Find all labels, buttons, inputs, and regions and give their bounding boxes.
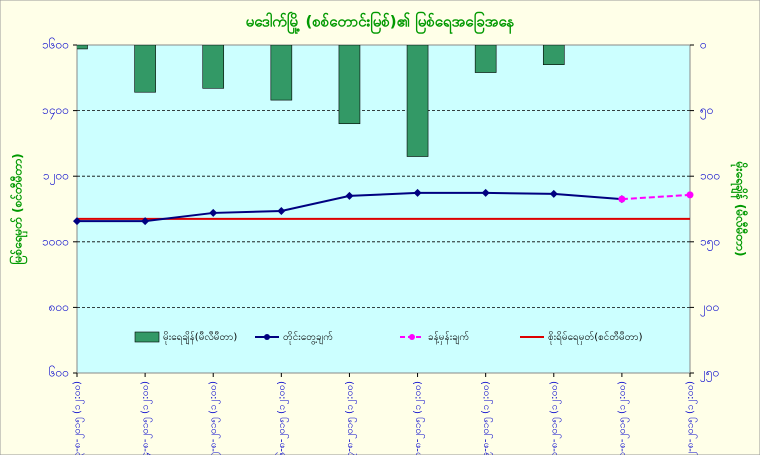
- bar: [338, 45, 361, 125]
- bar: [202, 45, 225, 89]
- x-tick-label: ၁၀-၈-၂၀၁၅ (၁၂:၀၀): [549, 381, 562, 455]
- legend-label: စိုးရိမ်ရေမှတ်(စင်တီမီတာ): [548, 330, 643, 345]
- x-tick-label: ၇-၈-၂၀၁၅ (၁၂:၀၀): [344, 381, 357, 455]
- y-tick-label: ၆၀၀: [49, 365, 69, 380]
- marker: [345, 191, 354, 200]
- legend-marker: [264, 334, 270, 340]
- x-tick-label: ၁၂-၈-၂၀၁၅ (၁၂:၀၀): [685, 381, 698, 455]
- y-tick-label: ၁၄၀၀: [42, 103, 69, 120]
- marker: [549, 189, 558, 198]
- y2-tick-label: ၀: [700, 38, 707, 52]
- marker: [209, 208, 218, 217]
- bar: [134, 45, 156, 93]
- y2-tick-label: ၅၀: [700, 103, 714, 120]
- marker: [141, 217, 150, 226]
- legend-marker: [409, 334, 415, 340]
- x-tick-label: ၅-၈-၂၀၁၅ (၁၂:၀၀): [208, 381, 221, 455]
- y-tick-label: ၁၀၀၀: [42, 234, 69, 248]
- x-tick-label: ၉-၈-၂၀၁၅ (၁၂:၀၀): [481, 381, 494, 455]
- marker: [686, 191, 694, 199]
- y2-axis-label: မိုးရေချိန် (မီလီမီတာ): [730, 161, 750, 257]
- marker: [618, 195, 626, 203]
- x-tick-label: ၆-၈-၂၀၁၅ (၁၂:၀၀): [274, 381, 289, 455]
- x-tick-label: ၄-၈-၂၀၁၅ (၁၂:၀၀): [140, 381, 153, 455]
- bar: [77, 45, 88, 50]
- plot-area: [76, 44, 691, 374]
- marker: [413, 188, 422, 197]
- x-tick-label: ၃-၈-၂၀၁၅ (၁၂:၀၀): [72, 381, 85, 455]
- x-tick-label: ၁၁-၈-၂၀၁၅ (၁၂:၀၀): [617, 381, 630, 455]
- legend-swatch: [134, 331, 160, 343]
- bar: [270, 45, 293, 101]
- y2-tick-label: ၁၀၀: [700, 169, 720, 183]
- y2-tick-label: ၂၅၀: [700, 366, 719, 383]
- y-axis-label: မြစ်ရေမှတ် (စင်တီမီတာ): [8, 153, 29, 264]
- y2-tick-label: ၁၅၀: [700, 234, 720, 251]
- legend-label: ခန့်မှန်းချက်: [428, 330, 469, 345]
- marker: [277, 206, 286, 215]
- legend-label: တိုင်းတွေ့ချက်: [283, 330, 333, 345]
- bar: [474, 45, 497, 73]
- x-tick-label: ၈-၈-၂၀၁၅ (၁၂:၀၀): [413, 381, 426, 455]
- y-tick-label: ၈၀၀: [49, 300, 69, 314]
- y-tick-label: ၁၂၀၀: [43, 169, 69, 186]
- legend-label: မိုးရေချိန်(မီလီမီတာ): [163, 330, 237, 345]
- y2-tick-label: ၂၀၀: [700, 300, 719, 317]
- line: [621, 193, 691, 201]
- marker: [73, 217, 81, 226]
- bar: [542, 45, 565, 65]
- marker: [481, 188, 490, 197]
- bar: [406, 45, 429, 157]
- y-tick-label: ၁၆၀၀: [42, 37, 69, 52]
